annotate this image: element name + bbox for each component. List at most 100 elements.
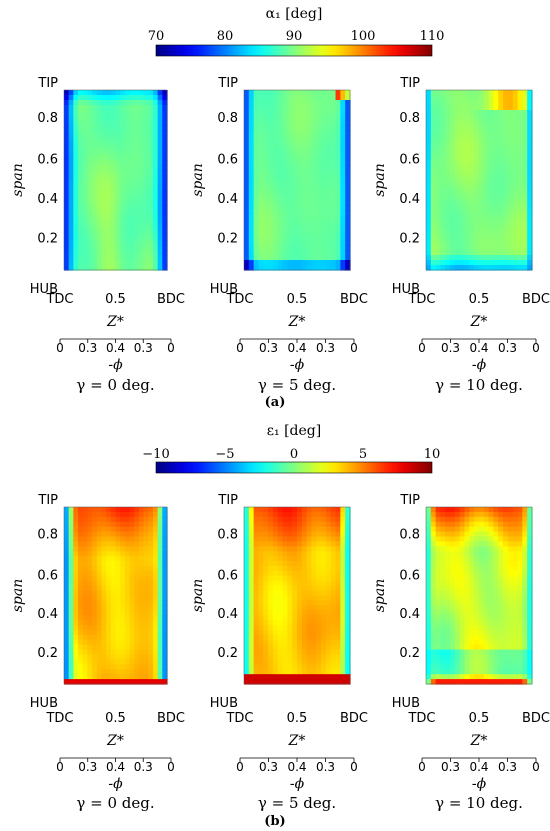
heatmap-cell	[106, 566, 112, 572]
heatmap-cell	[162, 255, 168, 261]
heatmap-cell	[87, 175, 93, 181]
heatmap-cell	[306, 190, 313, 196]
heatmap-cell	[345, 185, 351, 191]
heatmap-cell	[129, 215, 135, 221]
heatmap-cell	[522, 260, 528, 266]
heatmap-cell	[474, 190, 480, 196]
heatmap-cell	[106, 140, 112, 146]
colorbar-tick-label: 70	[148, 29, 165, 44]
heatmap-cell	[435, 105, 442, 111]
heatmap-cell	[124, 629, 131, 636]
heatmap-cell	[454, 654, 461, 661]
heatmap-cell	[483, 507, 490, 513]
heatmap-cell	[469, 629, 475, 636]
heatmap-cell	[469, 185, 475, 191]
heatmap-cell	[87, 240, 93, 246]
heatmap-cell	[325, 556, 332, 562]
heatmap-cell	[498, 115, 504, 121]
heatmap-cell	[306, 644, 313, 651]
heatmap-cell	[115, 615, 121, 621]
heatmap-cell	[440, 546, 446, 552]
heatmap-cell	[134, 644, 140, 651]
heatmap-cell	[258, 95, 264, 101]
heatmap-cell	[459, 654, 466, 661]
heatmap-cell	[445, 180, 451, 186]
heatmap-cell	[340, 250, 346, 256]
heatmap-cell	[435, 625, 442, 631]
heatmap-cell	[311, 200, 317, 206]
heatmap-cell	[272, 95, 279, 101]
heatmap-cell	[148, 90, 154, 96]
heatmap-cell	[330, 265, 337, 271]
heatmap-cell	[101, 90, 107, 96]
heatmap-cell	[258, 536, 264, 543]
heatmap-cell	[440, 255, 446, 261]
heatmap-cell	[268, 546, 274, 552]
heatmap-cell	[325, 215, 332, 221]
heatmap-cell	[110, 605, 117, 611]
heatmap-cell	[474, 125, 480, 131]
heatmap-cell	[244, 511, 250, 518]
heatmap-cell	[82, 664, 89, 670]
heatmap-cell	[517, 516, 523, 523]
heatmap-cell	[430, 625, 437, 631]
heatmap-cell	[129, 669, 135, 675]
heatmap-cell	[301, 265, 308, 271]
heatmap-cell	[143, 610, 149, 616]
heatmap-cell	[287, 541, 293, 547]
heatmap-cell	[87, 245, 93, 251]
heatmap-cell	[301, 195, 308, 201]
heatmap-cell	[258, 531, 264, 538]
heatmap-cell	[82, 180, 89, 186]
heatmap-cell	[330, 566, 337, 572]
heatmap-cell	[306, 105, 313, 111]
heatmap-cell	[138, 130, 145, 136]
heatmap-cell	[287, 551, 293, 557]
heatmap-cell	[162, 541, 168, 547]
heatmap-cell	[244, 185, 250, 191]
heatmap-cell	[282, 595, 288, 602]
heatmap-cell	[120, 210, 126, 216]
heatmap-cell	[148, 551, 154, 557]
heatmap-cell	[464, 629, 470, 636]
heatmap-cell	[301, 551, 308, 557]
heatmap-cell	[445, 235, 451, 241]
heatmap-cell	[78, 521, 84, 528]
heatmap-cell	[106, 235, 112, 241]
heatmap-cell	[345, 664, 351, 670]
heatmap-cell	[493, 600, 499, 606]
heatmap-cell	[316, 185, 322, 191]
heatmap-cell	[106, 659, 112, 665]
heatmap-cell	[129, 575, 135, 582]
heatmap-cell	[282, 664, 288, 670]
heatmap-cell	[301, 260, 308, 266]
heatmap-cell	[459, 205, 466, 211]
heatmap-cell	[272, 90, 279, 96]
heatmap-cell	[450, 605, 456, 611]
heatmap-cell	[503, 620, 509, 626]
heatmap-cell	[129, 155, 135, 161]
heatmap-cell	[101, 200, 107, 206]
x-tick-label: BDC	[522, 711, 550, 726]
heatmap-cell	[450, 649, 456, 656]
heatmap-cell	[464, 625, 470, 631]
heatmap-cell	[450, 230, 456, 236]
heatmap-cell	[454, 580, 461, 587]
heatmap-cell	[483, 260, 490, 266]
heatmap-cell	[287, 155, 293, 161]
heatmap-cell	[248, 190, 255, 196]
secondary-axis-label: -ϕ	[108, 357, 123, 373]
heatmap-cell	[282, 610, 288, 616]
heatmap-cell	[78, 669, 84, 675]
heatmap-cell	[268, 240, 274, 246]
heatmap-cell	[263, 580, 269, 587]
heatmap-cell	[507, 100, 514, 106]
heatmap-cell	[316, 165, 322, 171]
heatmap-cell	[68, 620, 74, 626]
heatmap-cell	[445, 625, 451, 631]
heatmap-cell	[101, 165, 107, 171]
heatmap-cell	[306, 561, 313, 567]
heatmap-cell	[488, 225, 495, 231]
heatmap-cell	[527, 105, 533, 111]
